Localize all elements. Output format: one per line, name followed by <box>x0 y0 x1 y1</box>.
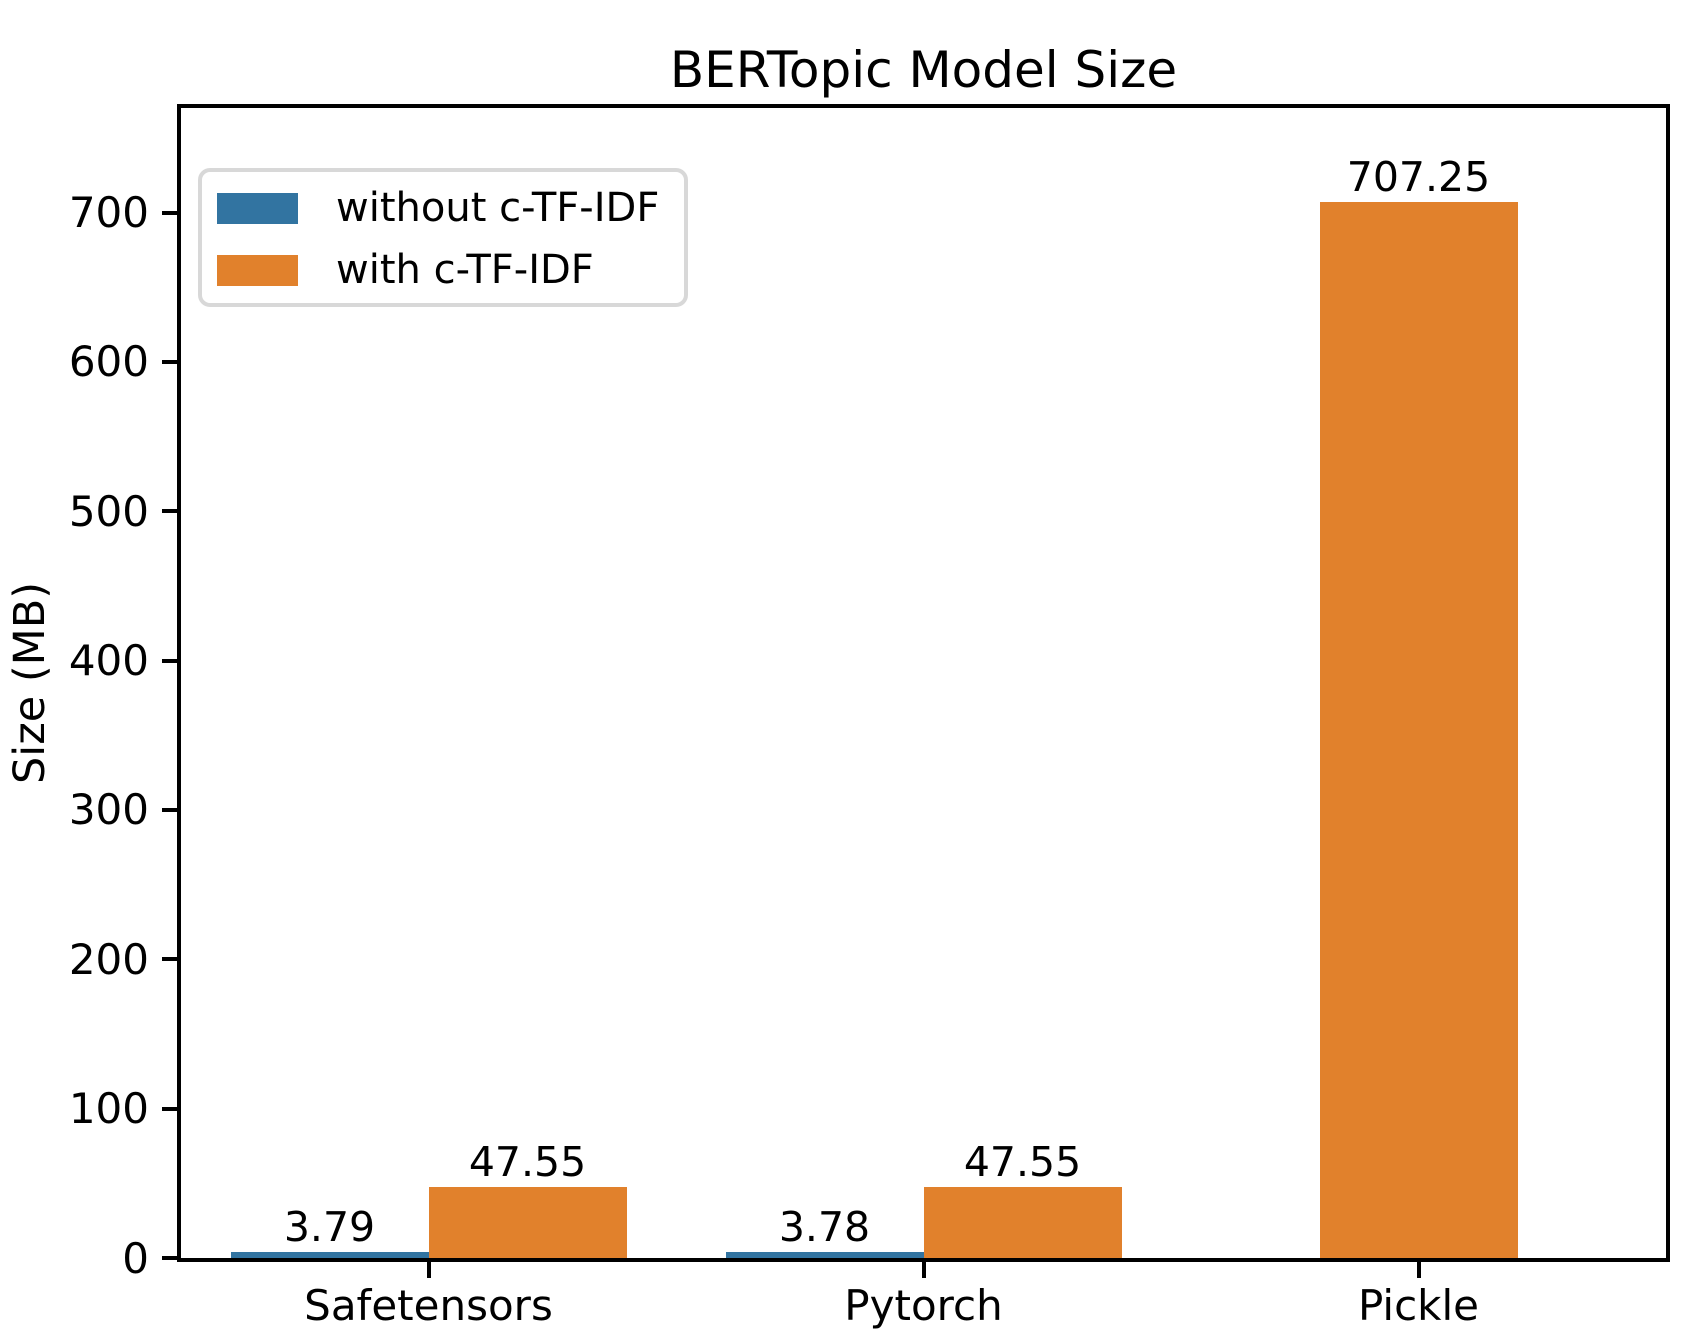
y-tick-700 <box>162 210 177 215</box>
y-tick-600 <box>162 359 177 364</box>
y-tick-300 <box>162 807 177 812</box>
y-tick-label-500: 500 <box>68 486 149 536</box>
legend: without c-TF-IDF with c-TF-IDF <box>198 168 688 307</box>
y-tick-label-400: 400 <box>68 636 149 686</box>
legend-swatch-without-c-tf-idf <box>217 193 298 224</box>
bar-safetensors-without-c-tf-idf <box>231 1252 429 1258</box>
legend-swatch-with-c-tf-idf <box>217 255 298 286</box>
bar-safetensors-with-c-tf-idf <box>429 1187 627 1258</box>
y-axis-label: Size (MB) <box>5 581 55 785</box>
bar-label-pickle-with-c-tf-idf: 707.25 <box>1346 153 1491 201</box>
y-tick-label-0: 0 <box>122 1233 149 1283</box>
y-tick-label-600: 600 <box>68 337 149 387</box>
y-tick-400 <box>162 658 177 663</box>
bar-pickle-with-c-tf-idf <box>1320 202 1518 1258</box>
y-tick-200 <box>162 957 177 962</box>
plot-inner <box>181 108 1666 1258</box>
bar-pytorch-without-c-tf-idf <box>726 1252 924 1258</box>
y-tick-label-700: 700 <box>68 188 149 238</box>
y-tick-500 <box>162 509 177 514</box>
legend-label-without-c-tf-idf: without c-TF-IDF <box>336 185 660 231</box>
y-tick-label-200: 200 <box>68 934 149 984</box>
bar-label-pytorch-with-c-tf-idf: 47.55 <box>963 1138 1082 1186</box>
chart-title: BERTopic Model Size <box>669 41 1178 99</box>
x-tick-safetensors <box>426 1262 431 1278</box>
bar-label-pytorch-without-c-tf-idf: 3.78 <box>778 1203 871 1251</box>
legend-label-with-c-tf-idf: with c-TF-IDF <box>336 247 594 293</box>
bar-label-safetensors-with-c-tf-idf: 47.55 <box>468 1138 587 1186</box>
y-tick-label-300: 300 <box>68 785 149 835</box>
plot-area <box>177 104 1670 1262</box>
x-tick-label-pytorch: Pytorch <box>844 1281 1003 1329</box>
y-tick-0 <box>162 1256 177 1260</box>
bar-pytorch-with-c-tf-idf <box>924 1187 1122 1258</box>
x-tick-pytorch <box>921 1262 926 1278</box>
x-tick-pickle <box>1416 1262 1421 1278</box>
y-tick-label-100: 100 <box>68 1084 149 1134</box>
x-tick-label-safetensors: Safetensors <box>304 1281 553 1329</box>
y-tick-100 <box>162 1106 177 1111</box>
bar-label-safetensors-without-c-tf-idf: 3.79 <box>283 1203 376 1251</box>
x-tick-label-pickle: Pickle <box>1358 1281 1479 1329</box>
